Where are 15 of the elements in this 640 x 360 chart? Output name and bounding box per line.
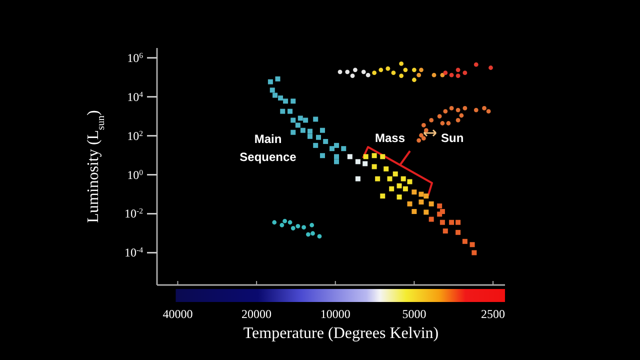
x-tick-label: 2500	[481, 307, 506, 321]
y-tick-label: 10$^{0}$	[127, 167, 144, 182]
y-tick-label: 10$^{4}$	[127, 89, 144, 104]
annotation: Main Sequence	[240, 132, 297, 164]
y-tick-label: 10$^{-2}$	[124, 206, 144, 221]
x-tick-label: 5000	[402, 307, 426, 321]
x-tick-label: 40000	[162, 307, 193, 321]
y-tick-label: 10$^{-4}$	[124, 245, 144, 260]
x-tick-label: 10000	[320, 307, 350, 321]
y-tick-label: 10$^{2}$	[127, 128, 144, 143]
x-axis-title: Temperature (Degrees Kelvin)	[243, 325, 439, 342]
annotation: Mass	[375, 131, 406, 145]
annotation: Sun	[441, 131, 464, 145]
y-tick-label: 10$^{6}$	[127, 50, 144, 65]
x-tick-label: 20000	[242, 307, 272, 321]
